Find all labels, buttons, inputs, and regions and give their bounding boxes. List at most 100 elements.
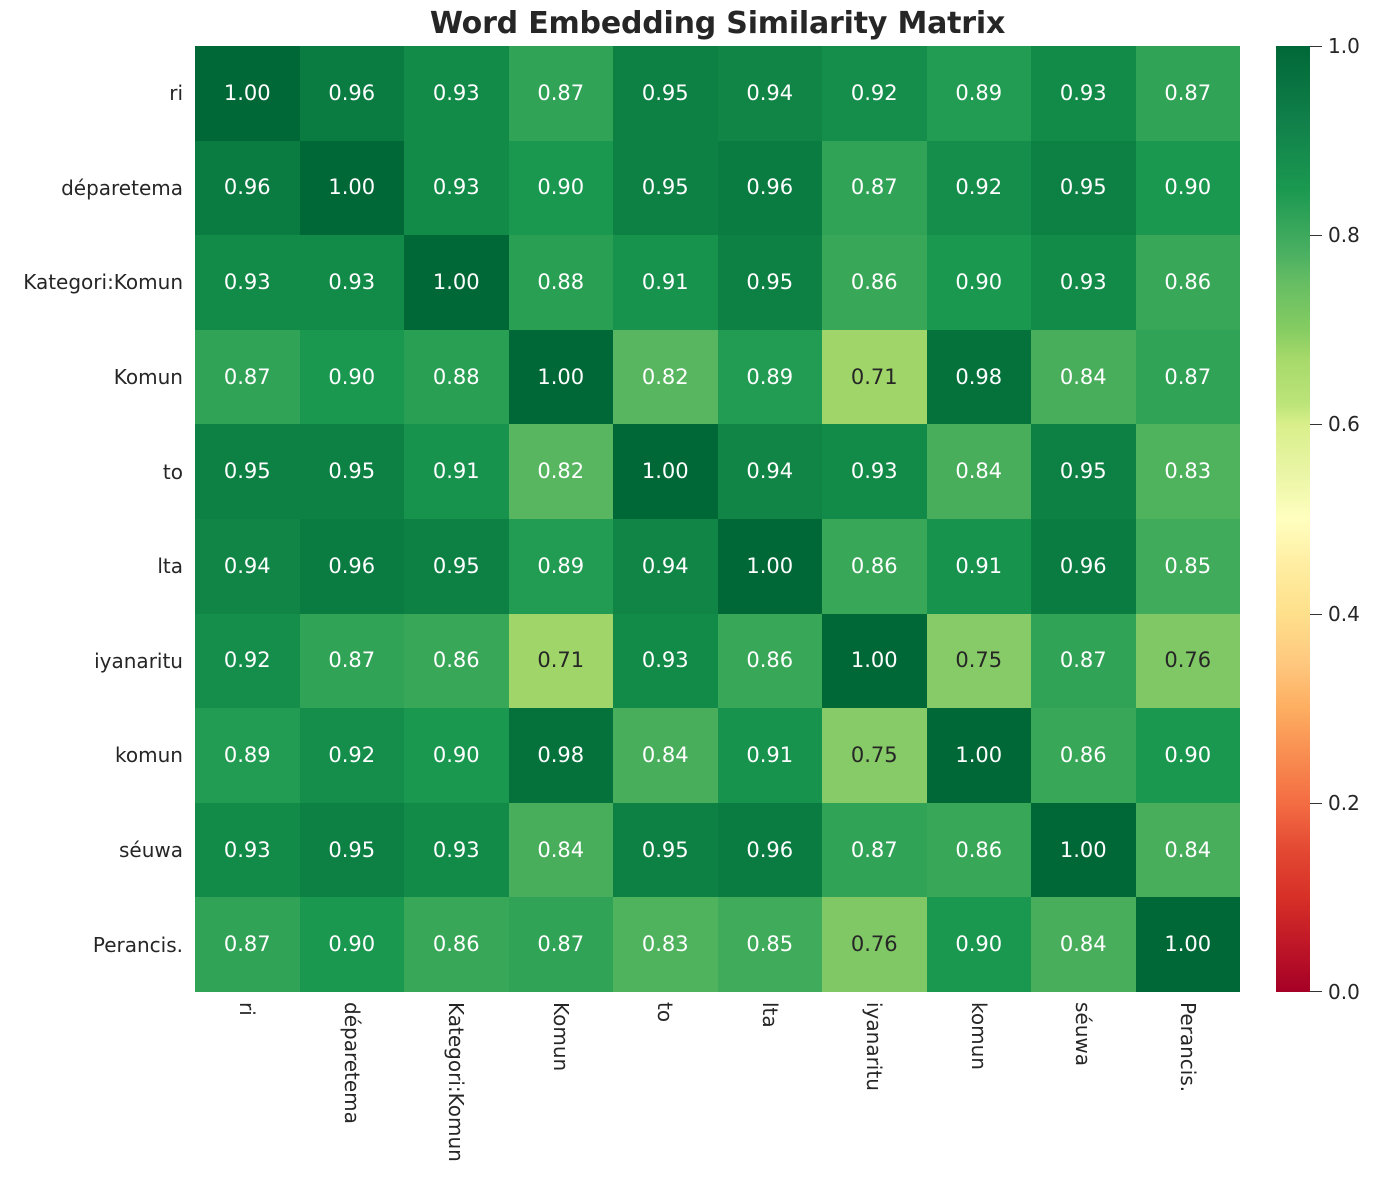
heatmap-cell-value: 0.93	[432, 80, 480, 105]
heatmap-cell: 0.87	[195, 897, 300, 992]
heatmap-cell: 0.84	[1031, 897, 1136, 992]
y-tick-label: Perancis.	[92, 932, 183, 957]
heatmap-cell-value: 0.92	[328, 742, 376, 767]
heatmap-cell-value: 1.00	[746, 553, 794, 578]
heatmap-cell-value: 0.87	[328, 648, 376, 673]
x-tick-label: Perancis.	[1136, 992, 1241, 1187]
heatmap-cell: 0.92	[195, 613, 300, 709]
heatmap-cell: 0.87	[822, 140, 927, 236]
heatmap-grid: 1.00 0.96 0.93 0.87 0.95 0.94 0.92 0.89 0.93 0.87…	[195, 46, 1240, 992]
heatmap-cell: 0.71	[822, 329, 927, 425]
heatmap-cell-value: 0.90	[955, 932, 1003, 957]
heatmap-cell: 0.90	[508, 140, 613, 236]
heatmap-cell-value: 0.85	[746, 932, 794, 957]
heatmap-cell-value: 0.91	[955, 553, 1003, 578]
heatmap-cell: 0.87	[508, 897, 613, 992]
heatmap-cell-value: 0.95	[432, 553, 480, 578]
heatmap-cell: 1.00	[822, 613, 927, 709]
heatmap-cell-value: 0.83	[641, 932, 689, 957]
heatmap-cell: 0.96	[299, 518, 404, 614]
heatmap-cell-value: 0.90	[1164, 175, 1212, 200]
heatmap-cell-value: 0.95	[328, 459, 376, 484]
heatmap-cell-value: 0.90	[328, 364, 376, 389]
heatmap-cell-value: 0.87	[1164, 364, 1212, 389]
x-tick-label-text: déparetema	[339, 1002, 364, 1124]
heatmap-cell: 0.87	[1135, 46, 1240, 141]
heatmap-cell: 0.82	[613, 329, 718, 425]
heatmap-cell-value: 0.94	[746, 80, 794, 105]
heatmap-cell-value: 0.76	[850, 932, 898, 957]
heatmap-cell-value: 0.95	[223, 459, 271, 484]
heatmap-cell-value: 0.88	[432, 364, 480, 389]
heatmap-cell: 0.86	[1135, 235, 1240, 330]
heatmap-cell: 0.84	[1135, 802, 1240, 898]
x-tick-label: lta	[718, 992, 823, 1187]
heatmap-cell: 0.93	[299, 235, 404, 330]
heatmap-cell: 0.93	[404, 140, 509, 236]
heatmap-cell-value: 0.96	[223, 175, 271, 200]
y-tick-label: Komun	[113, 365, 183, 390]
heatmap-cell-value: 0.91	[641, 269, 689, 294]
heatmap-cell: 0.88	[508, 235, 613, 330]
x-tick-label: séuwa	[1031, 992, 1136, 1187]
x-tick-label-text: iyanaritu	[862, 1002, 887, 1091]
colorbar-tick-label: 1.0	[1328, 34, 1360, 58]
heatmap-cell: 0.92	[299, 708, 404, 803]
heatmap-cell-value: 0.90	[955, 269, 1003, 294]
y-axis-ticklabels: ri déparetema Kategori:Komun Komun to lta iyan…	[0, 46, 183, 992]
heatmap-cell-value: 0.88	[537, 269, 585, 294]
y-tick-label: lta	[157, 554, 183, 579]
heatmap-cell-value: 0.95	[641, 837, 689, 862]
heatmap-cell: 0.94	[195, 518, 300, 614]
heatmap-cell: 0.90	[926, 897, 1031, 992]
colorbar-tick	[1310, 802, 1322, 804]
heatmap-cell: 0.96	[195, 140, 300, 236]
heatmap-cell: 0.86	[404, 613, 509, 709]
heatmap-cell-value: 0.91	[432, 459, 480, 484]
heatmap-cell: 0.92	[822, 46, 927, 141]
heatmap-cell: 0.87	[195, 329, 300, 425]
heatmap-cell-value: 0.84	[641, 742, 689, 767]
x-tick-label-text: Kategori:Komun	[444, 1002, 469, 1162]
colorbar[interactable]: 0.0 0.2 0.4 0.6 0.8 1.0	[1276, 34, 1388, 1004]
heatmap-cell: 0.93	[404, 802, 509, 898]
heatmap-cell: 0.92	[926, 140, 1031, 236]
heatmap-cell-value: 0.85	[1164, 553, 1212, 578]
heatmap-cell: 0.94	[717, 46, 822, 141]
heatmap-cell: 0.91	[926, 518, 1031, 614]
heatmap-cell: 1.00	[404, 235, 509, 330]
heatmap-cell: 0.85	[717, 897, 822, 992]
heatmap-cell: 0.85	[1135, 518, 1240, 614]
heatmap-cell: 0.95	[1031, 140, 1136, 236]
heatmap-cell: 0.71	[508, 613, 613, 709]
heatmap-cell: 0.96	[1031, 518, 1136, 614]
heatmap-cell-value: 1.00	[1059, 837, 1107, 862]
heatmap-cell-value: 1.00	[955, 742, 1003, 767]
heatmap-cell-value: 0.84	[1059, 364, 1107, 389]
heatmap-cell: 0.84	[1031, 329, 1136, 425]
heatmap-cell: 1.00	[1031, 802, 1136, 898]
heatmap-cell-value: 0.87	[1059, 648, 1107, 673]
heatmap-cell-value: 0.82	[537, 459, 585, 484]
heatmap-cell-value: 0.86	[850, 269, 898, 294]
x-tick-label: to	[613, 992, 718, 1187]
y-tick-label: Kategori:Komun	[23, 270, 183, 295]
heatmap-cell-value: 0.86	[432, 932, 480, 957]
heatmap-cell: 1.00	[1135, 897, 1240, 992]
heatmap-cell-value: 0.86	[1059, 742, 1107, 767]
heatmap-cell: 0.86	[926, 802, 1031, 898]
colorbar-tick	[1310, 235, 1322, 237]
heatmap-cell: 0.94	[613, 518, 718, 614]
heatmap-cell-value: 0.89	[955, 80, 1003, 105]
heatmap-cell: 0.86	[822, 235, 927, 330]
heatmap-cell-value: 0.94	[223, 553, 271, 578]
heatmap-cell: 0.93	[613, 613, 718, 709]
colorbar-tick	[1310, 424, 1322, 426]
heatmap-cell-value: 0.96	[746, 175, 794, 200]
heatmap-cell-value: 0.93	[432, 175, 480, 200]
heatmap-cell-value: 0.84	[955, 459, 1003, 484]
heatmap-cell-value: 0.90	[432, 742, 480, 767]
heatmap-cell-value: 0.92	[955, 175, 1003, 200]
heatmap-cell: 0.86	[717, 613, 822, 709]
heatmap-cell-value: 0.94	[641, 553, 689, 578]
